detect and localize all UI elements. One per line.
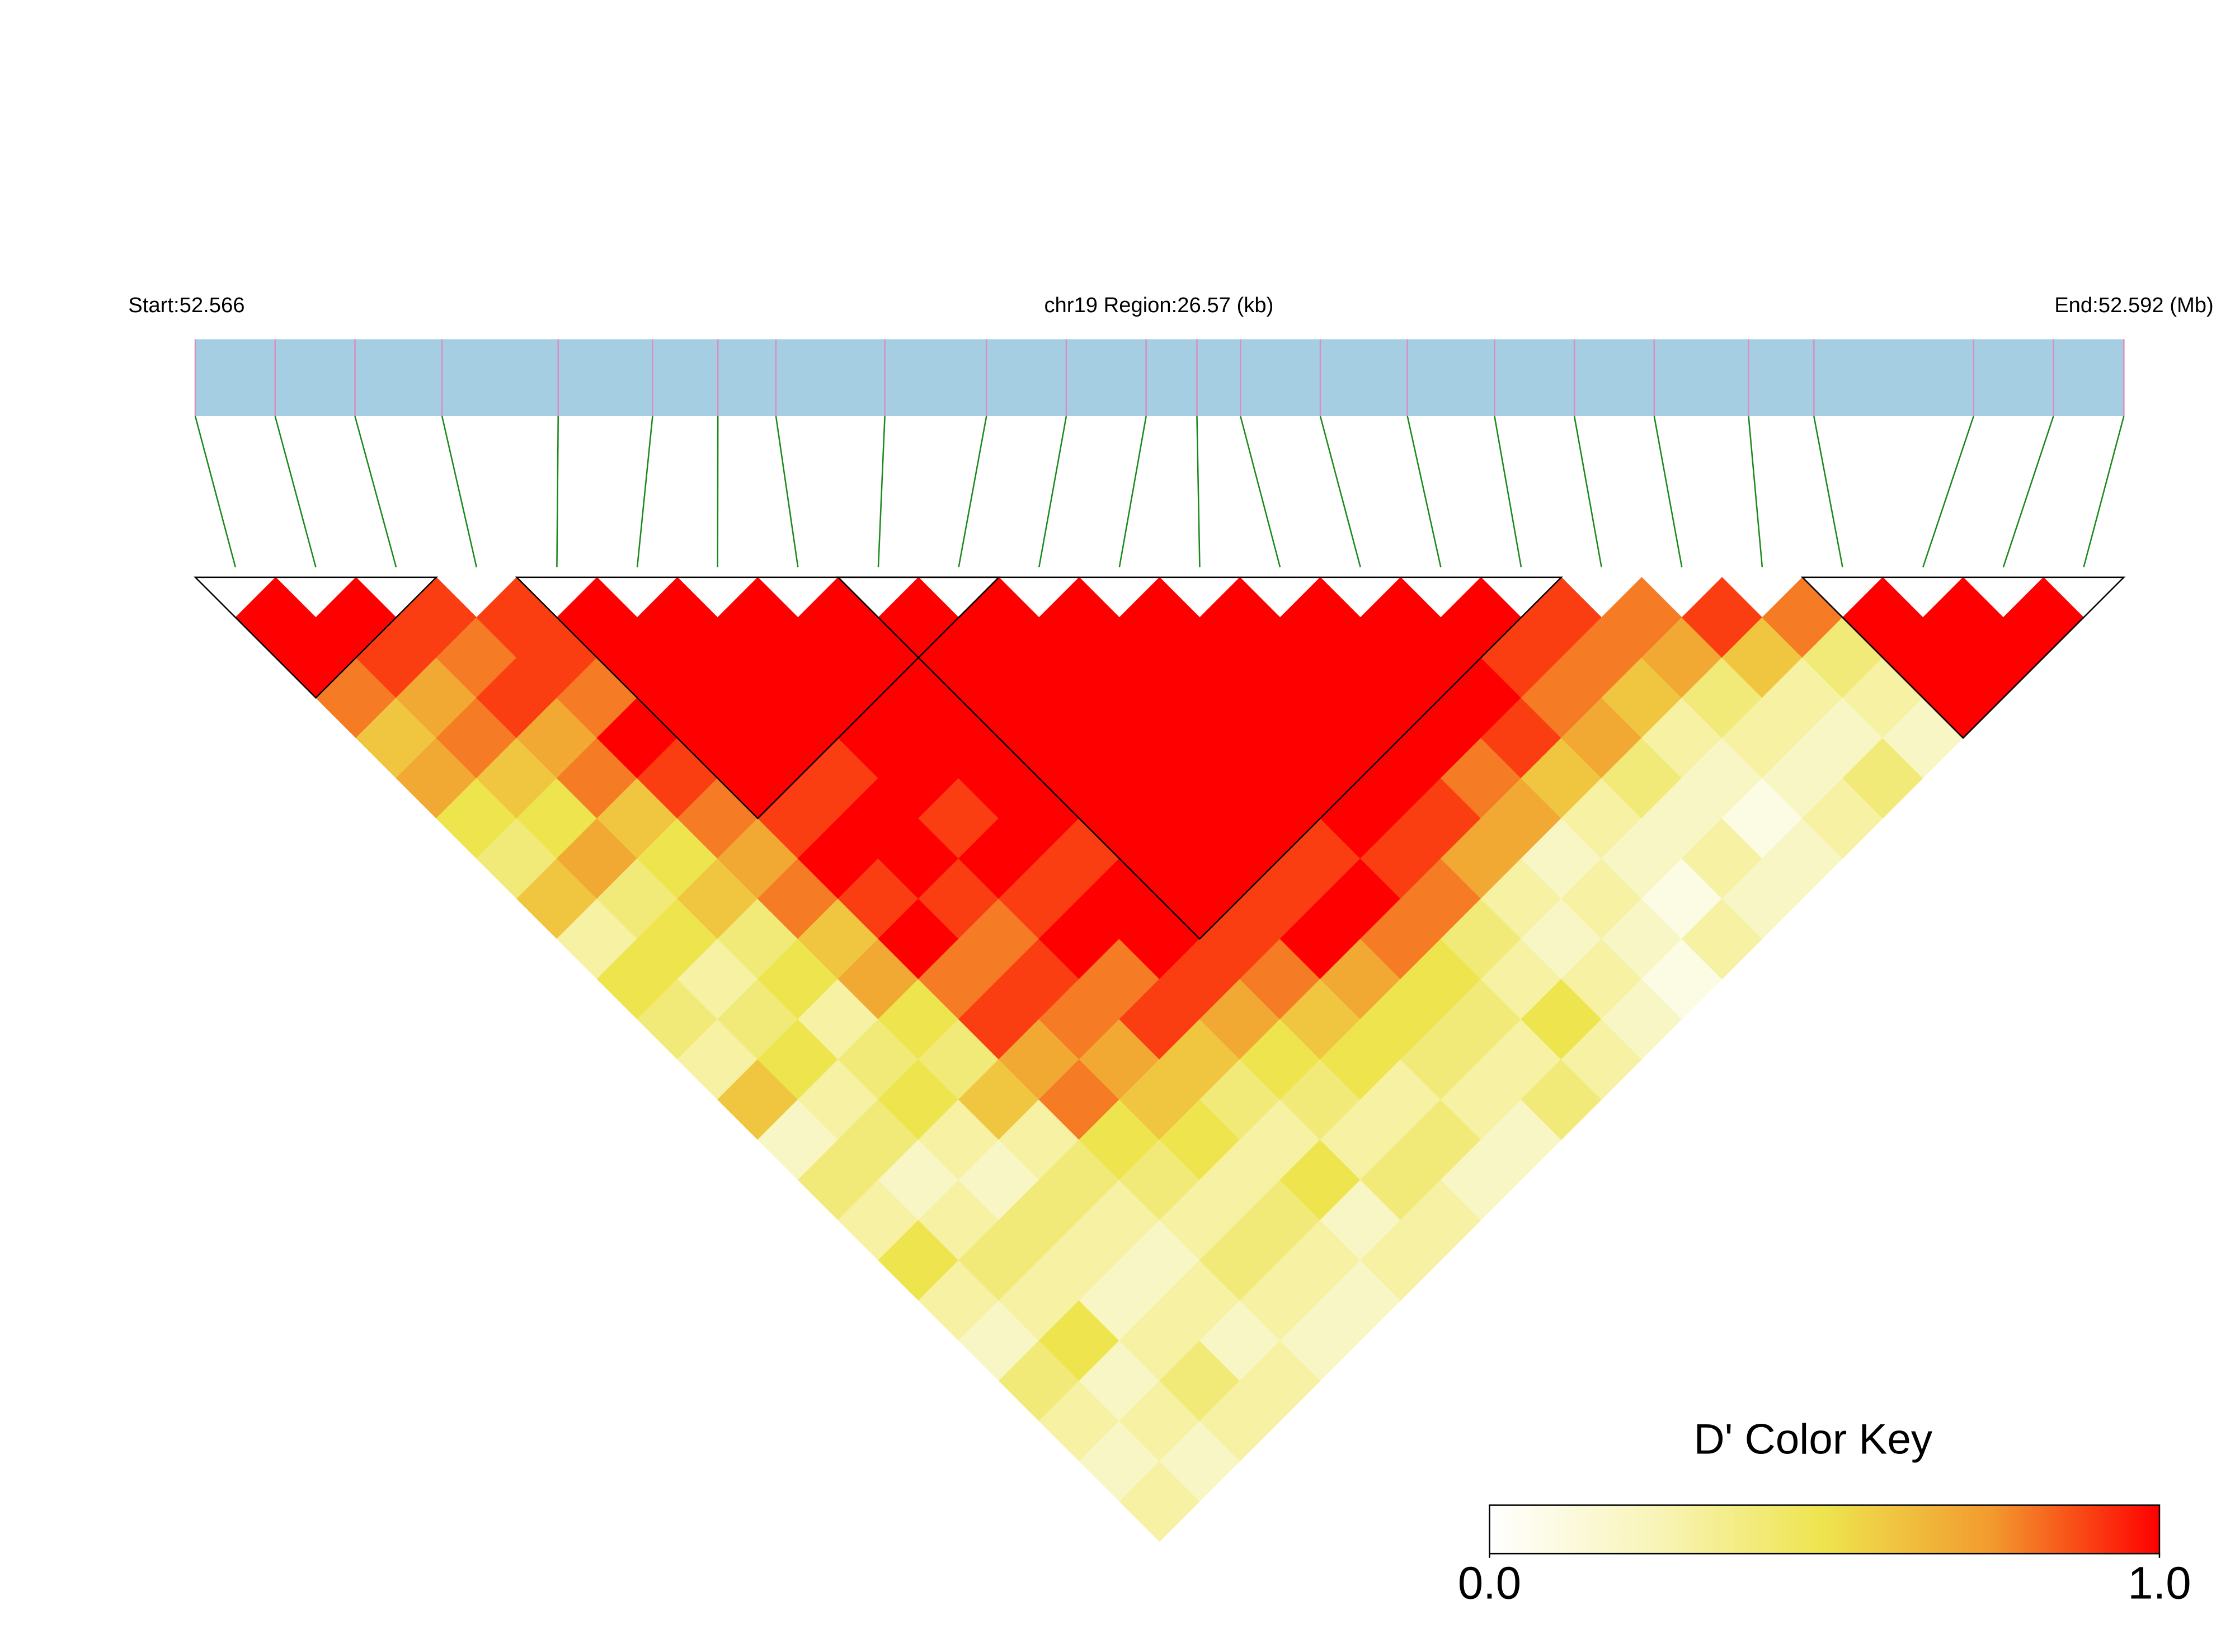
ld-block [193, 576, 439, 699]
ld-block [515, 576, 1001, 820]
snp-connector [1813, 416, 1843, 568]
snp-connector [274, 416, 317, 568]
snp-connector [1748, 416, 1763, 568]
key-tick-label: 0.0 [1458, 1557, 1521, 1608]
snp-connector [1653, 416, 1683, 568]
snp-connector [958, 416, 987, 568]
snp-connector [775, 416, 799, 568]
color-key [1489, 1504, 2161, 1555]
ld-block [1800, 576, 2126, 739]
snp-connector [441, 416, 478, 568]
snp-connector [1038, 416, 1067, 568]
snp-connector [1240, 416, 1281, 568]
end-label: End:52.592 (Mb) [2054, 293, 2214, 317]
snp-connector [1196, 416, 1201, 568]
snp-connector [556, 416, 559, 568]
snp-connector [194, 416, 237, 568]
snp-connector [1573, 416, 1602, 568]
snp-connector [1118, 416, 1147, 568]
ld-block [836, 576, 1563, 940]
region-bar [195, 339, 2124, 416]
snp-connector [1406, 416, 1442, 568]
snp-connector [2002, 416, 2054, 568]
snp-connector [354, 416, 397, 568]
key-title: D' Color Key [1694, 1416, 1933, 1463]
key-tick-label: 1.0 [2128, 1557, 2191, 1608]
snp-connector [2083, 416, 2125, 568]
snp-connector [636, 416, 653, 568]
snp-connector [1922, 416, 1974, 568]
region-label: chr19 Region:26.57 (kb) [1044, 293, 1273, 317]
snp-connector [1319, 416, 1361, 568]
snp-connector [877, 416, 886, 568]
snp-connector [1494, 416, 1522, 568]
start-label: Start:52.566 [128, 293, 244, 317]
